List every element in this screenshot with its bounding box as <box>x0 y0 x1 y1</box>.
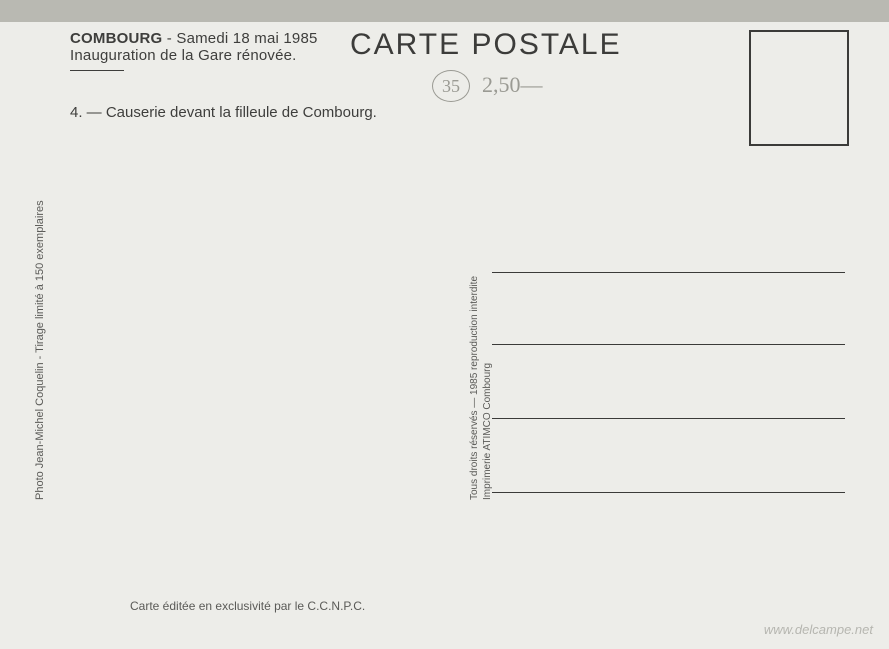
header-block: COMBOURG - Samedi 18 mai 1985 Inaugurati… <box>70 30 318 71</box>
header-line-2: Inauguration de la Gare rénovée. <box>70 47 318 64</box>
address-line <box>492 492 845 493</box>
handwritten-circled-number: 35 <box>432 70 470 102</box>
header-line-1: COMBOURG - Samedi 18 mai 1985 <box>70 30 318 47</box>
header-date: - Samedi 18 mai 1985 <box>162 30 317 47</box>
rights-credit-vertical: Tous droits réservés — 1985 reproduction… <box>468 276 494 500</box>
address-line <box>492 344 845 345</box>
header-place: COMBOURG <box>70 30 162 47</box>
stamp-box <box>749 30 849 146</box>
address-line <box>492 418 845 419</box>
address-line <box>492 272 845 273</box>
header-underline <box>70 70 124 71</box>
photo-credit-vertical: Photo Jean-Michel Coquelin - Tirage limi… <box>34 200 46 500</box>
scan-top-band <box>0 0 889 22</box>
handwritten-price: 2,50— <box>482 72 543 98</box>
publisher-footer: Carte éditée en exclusivité par le C.C.N… <box>130 599 365 613</box>
postcard-back: COMBOURG - Samedi 18 mai 1985 Inaugurati… <box>0 0 889 649</box>
photo-caption: 4. — Causerie devant la filleule de Comb… <box>70 104 377 121</box>
rights-line-2: Imprimerie ATIMCO Combourg <box>481 276 494 500</box>
postcard-title: CARTE POSTALE <box>350 28 622 62</box>
rights-line-1: Tous droits réservés — 1985 reproduction… <box>469 276 480 500</box>
watermark: www.delcampe.net <box>764 622 873 637</box>
